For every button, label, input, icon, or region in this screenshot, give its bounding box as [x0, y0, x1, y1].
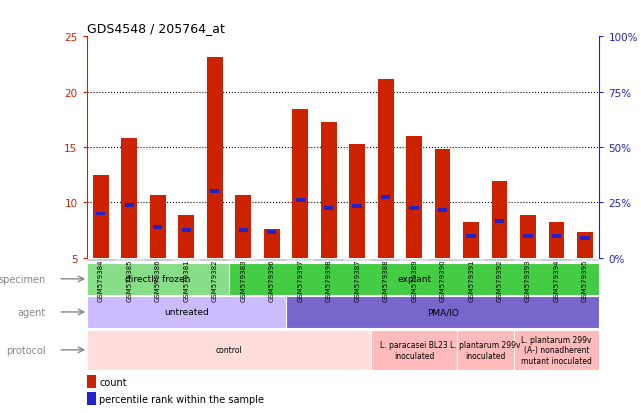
- Bar: [87, 263, 229, 295]
- Text: GSM579391: GSM579391: [468, 259, 474, 301]
- Bar: [371, 259, 400, 262]
- Text: percentile rank within the sample: percentile rank within the sample: [99, 394, 264, 404]
- Bar: [172, 259, 201, 262]
- Bar: [552, 234, 562, 238]
- Text: count: count: [99, 377, 127, 387]
- Bar: [210, 190, 219, 194]
- Text: GSM579387: GSM579387: [354, 259, 360, 301]
- Text: L. plantarum 299v
(A-) nonadherent
mutant inoculated: L. plantarum 299v (A-) nonadherent mutan…: [521, 335, 592, 365]
- Bar: [580, 236, 590, 240]
- Text: agent: agent: [17, 307, 46, 317]
- Bar: [542, 259, 571, 262]
- Text: GSM579390: GSM579390: [440, 259, 445, 301]
- Text: GSM579382: GSM579382: [212, 259, 218, 301]
- Text: GSM579388: GSM579388: [383, 259, 388, 301]
- Bar: [371, 330, 457, 370]
- Bar: [514, 330, 599, 370]
- Text: untreated: untreated: [164, 308, 208, 317]
- Bar: [96, 212, 106, 216]
- Bar: [435, 150, 451, 258]
- Bar: [93, 175, 108, 258]
- Bar: [457, 330, 514, 370]
- Text: protocol: protocol: [6, 345, 46, 355]
- Bar: [571, 259, 599, 262]
- Text: GSM579394: GSM579394: [554, 259, 560, 301]
- Bar: [181, 228, 191, 233]
- Text: directly frozen: directly frozen: [125, 275, 190, 284]
- Bar: [438, 209, 447, 213]
- Text: GSM579396: GSM579396: [269, 259, 275, 301]
- Bar: [400, 259, 428, 262]
- Bar: [229, 263, 599, 295]
- Bar: [150, 195, 165, 258]
- Bar: [201, 259, 229, 262]
- Text: PMA/IO: PMA/IO: [427, 308, 458, 317]
- Bar: [238, 228, 248, 233]
- Text: GSM579393: GSM579393: [525, 259, 531, 301]
- Bar: [457, 259, 485, 262]
- Bar: [286, 296, 599, 328]
- Bar: [514, 259, 542, 262]
- Text: GSM579389: GSM579389: [411, 259, 417, 301]
- Bar: [144, 259, 172, 262]
- Bar: [286, 259, 315, 262]
- Bar: [410, 206, 419, 210]
- Bar: [87, 330, 371, 370]
- Bar: [87, 375, 96, 388]
- Text: GDS4548 / 205764_at: GDS4548 / 205764_at: [87, 21, 224, 35]
- Bar: [87, 259, 115, 262]
- Bar: [315, 259, 343, 262]
- Bar: [524, 234, 533, 238]
- Bar: [87, 296, 286, 328]
- Text: control: control: [215, 346, 242, 354]
- Bar: [115, 259, 144, 262]
- Bar: [178, 215, 194, 258]
- Bar: [428, 259, 457, 262]
- Bar: [207, 58, 222, 258]
- Bar: [292, 110, 308, 258]
- Bar: [381, 195, 390, 199]
- Text: GSM579385: GSM579385: [126, 259, 132, 301]
- Bar: [258, 259, 286, 262]
- Bar: [264, 229, 279, 258]
- Bar: [467, 234, 476, 238]
- Bar: [578, 233, 593, 258]
- Text: GSM579398: GSM579398: [326, 259, 331, 301]
- Bar: [121, 139, 137, 258]
- Bar: [406, 137, 422, 258]
- Bar: [324, 206, 333, 210]
- Text: GSM579395: GSM579395: [582, 259, 588, 301]
- Text: GSM579386: GSM579386: [154, 259, 161, 301]
- Bar: [321, 122, 337, 258]
- Bar: [153, 225, 162, 229]
- Bar: [495, 220, 504, 223]
- Bar: [520, 215, 536, 258]
- Bar: [296, 199, 305, 203]
- Bar: [378, 80, 394, 258]
- Bar: [549, 223, 565, 258]
- Bar: [229, 259, 258, 262]
- Bar: [87, 392, 96, 405]
- Bar: [349, 144, 365, 258]
- Text: GSM579383: GSM579383: [240, 259, 246, 301]
- Text: GSM579384: GSM579384: [98, 259, 104, 301]
- Text: L. plantarum 299v
inoculated: L. plantarum 299v inoculated: [450, 340, 520, 360]
- Bar: [124, 203, 134, 207]
- Text: specimen: specimen: [0, 274, 46, 284]
- Text: GSM579392: GSM579392: [497, 259, 503, 301]
- Bar: [353, 204, 362, 208]
- Text: GSM579381: GSM579381: [183, 259, 189, 301]
- Text: GSM579397: GSM579397: [297, 259, 303, 301]
- Bar: [492, 182, 508, 258]
- Bar: [267, 231, 276, 235]
- Bar: [485, 259, 514, 262]
- Text: L. paracasei BL23
inoculated: L. paracasei BL23 inoculated: [380, 340, 448, 360]
- Bar: [235, 195, 251, 258]
- Bar: [463, 223, 479, 258]
- Text: explant: explant: [397, 275, 431, 284]
- Bar: [343, 259, 371, 262]
